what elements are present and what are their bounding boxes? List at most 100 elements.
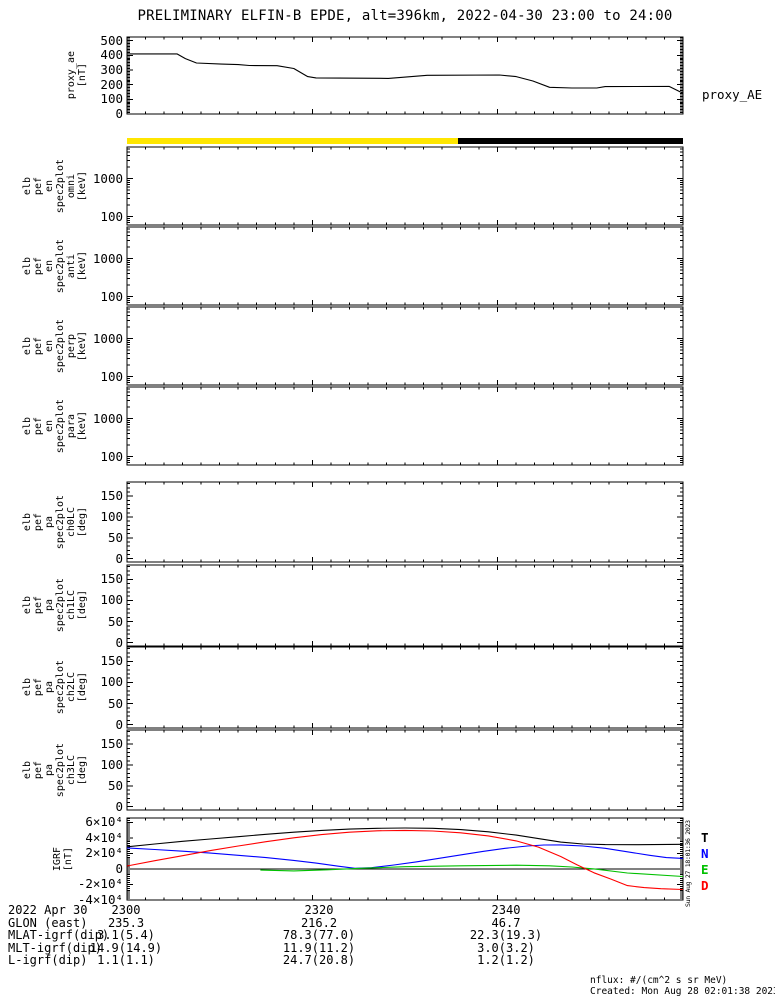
axis-label-word: IGRF	[52, 846, 63, 872]
axis-label-word: spec2plot	[55, 660, 66, 715]
proxy_ae-frame	[126, 36, 684, 115]
table-cell: 14.9(14.9)	[89, 941, 163, 955]
proxy_ae-ytick-label: 200	[100, 76, 123, 92]
table-row-label: MLAT-igrf(dip)	[8, 928, 110, 942]
axis-label-word: en	[44, 419, 55, 433]
en_omni-frame	[126, 146, 684, 226]
axis-label-word: anti	[66, 253, 77, 279]
axis-label-word: [deg]	[77, 754, 88, 786]
table-cell: 3.1(5.4)	[97, 928, 155, 942]
axis-label-word: spec2plot	[55, 238, 66, 294]
en_para-ytick-label: 100	[100, 448, 123, 464]
igrf-ytick-label: -4×10⁴	[77, 892, 123, 907]
pa_ch3-ytick-label: 100	[100, 757, 123, 772]
proxy_ae-ytick-label: 400	[100, 47, 123, 63]
axis-label-word: elb	[22, 336, 33, 356]
axis-label-word: pa	[44, 681, 55, 694]
pa_ch1-ytick-label: 100	[100, 592, 123, 608]
pa_ch1-ytick-label: 150	[100, 571, 123, 587]
table-cell: 24.7(20.8)	[282, 953, 356, 967]
table-row-label: 2022 Apr 30	[8, 903, 88, 917]
pa_ch2-frame	[126, 646, 684, 729]
axis-label-word: elb	[22, 678, 33, 697]
axis-label-word: elb	[22, 256, 33, 276]
axis-label-word: en	[44, 339, 55, 353]
legend-entry-E: E	[701, 862, 709, 877]
legend-entry-D: D	[701, 878, 709, 893]
axis-label-word: [nT]	[77, 63, 88, 88]
table-cell: 2320	[304, 903, 334, 917]
axis-label-word: pef	[33, 256, 44, 276]
axis-label-word: pef	[33, 416, 44, 436]
axis-label-word: spec2plot	[55, 398, 66, 454]
pa_ch1-ytick-label: 50	[107, 613, 123, 629]
en_anti-axis-label: elb pef en spec2plot anti [keV]	[22, 227, 88, 305]
axis-label-word: omni	[66, 173, 77, 199]
igrf-axis-label: IGRF [nT]	[52, 818, 74, 900]
table-row-label: MLT-igrf(dip)	[8, 941, 102, 955]
proxy_ae-ytick-label: 300	[100, 62, 123, 77]
en_perp-axis-label: elb pef en spec2plot perp [keV]	[22, 307, 88, 385]
series-line-T	[126, 827, 684, 848]
axis-label-word: [keV]	[77, 170, 88, 202]
axis-label-word: [keV]	[77, 250, 88, 282]
proxy_ae-axis-label: proxy_ae [nT]	[66, 37, 88, 114]
axis-label-word: pef	[33, 512, 44, 532]
axis-label-word: proxy_ae	[66, 51, 77, 100]
legend-entry-N: N	[701, 846, 709, 861]
pa_ch0-ytick-label: 50	[107, 529, 123, 545]
pa_ch1-axis-label: elb pef pa spec2plot ch1LC [deg]	[22, 565, 88, 646]
table-cell: 78.3(77.0)	[282, 928, 356, 942]
en_perp-ytick-label: 1000	[92, 330, 123, 346]
footer-created-label: Created: Mon Aug 28 02:01:38 2023	[590, 986, 775, 997]
pa_ch2-ytick-label: 150	[100, 653, 123, 669]
axis-label-word: elb	[22, 596, 33, 615]
en_perp-frame	[126, 306, 684, 386]
table-cell: 235.3	[107, 916, 145, 930]
table-cell: 1.2(1.2)	[477, 953, 535, 967]
time-colorbar-segment	[127, 138, 458, 144]
axis-label-word: pef	[33, 336, 44, 356]
axis-label-word: [nT]	[63, 846, 74, 872]
axis-label-word: ch2LC	[66, 672, 77, 703]
en_anti-ytick-label: 1000	[92, 250, 123, 266]
en_para-frame	[126, 386, 684, 466]
axis-label-word: pa	[44, 515, 55, 529]
en_omni-axis-label: elb pef en spec2plot omni [keV]	[22, 147, 88, 225]
pa_ch3-axis-label: elb pef pa spec2plot ch3LC [deg]	[22, 730, 88, 810]
axis-label-word: elb	[22, 512, 33, 532]
igrf-ytick-label: 4×10⁴	[85, 829, 123, 845]
axis-label-word: pef	[33, 176, 44, 196]
table-cell: 1.1(1.1)	[97, 953, 155, 967]
table-cell: 216.2	[300, 916, 338, 930]
table-cell: 22.3(19.3)	[469, 928, 543, 942]
table-cell: 46.7	[491, 916, 521, 930]
pa_ch0-ytick-label: 100	[100, 509, 123, 524]
en_perp-ytick-label: 100	[100, 368, 123, 384]
pa_ch2-ytick-label: 0	[115, 716, 123, 732]
axis-label-word: [keV]	[77, 330, 88, 362]
en_anti-frame	[126, 226, 684, 306]
axis-label-word: [keV]	[77, 410, 88, 442]
pa_ch0-ytick-label: 0	[115, 550, 123, 566]
axis-label-word: spec2plot	[55, 494, 66, 550]
igrf-ytick-label: -2×10⁴	[77, 876, 123, 892]
pa_ch1-frame	[126, 564, 684, 647]
axis-label-word: [deg]	[77, 672, 88, 703]
series-line-proxy_AE	[127, 53, 684, 94]
axis-label-word: spec2plot	[55, 318, 66, 374]
table-cell: 2340	[491, 903, 521, 917]
table-row-label: GLON (east)	[8, 916, 88, 930]
series-line-E	[260, 864, 684, 878]
legend-entry-T: T	[701, 830, 709, 845]
axis-label-word: spec2plot	[55, 742, 66, 798]
axis-label-word: en	[44, 259, 55, 273]
axis-label-word: pef	[33, 760, 44, 780]
pa_ch0-axis-label: elb pef pa spec2plot ch0LC [deg]	[22, 482, 88, 562]
axis-label-word: elb	[22, 416, 33, 436]
series-line-N	[126, 844, 684, 869]
page-title: PRELIMINARY ELFIN-B EPDE, alt=396km, 202…	[137, 8, 673, 24]
en_para-axis-label: elb pef en spec2plot para [keV]	[22, 387, 88, 465]
